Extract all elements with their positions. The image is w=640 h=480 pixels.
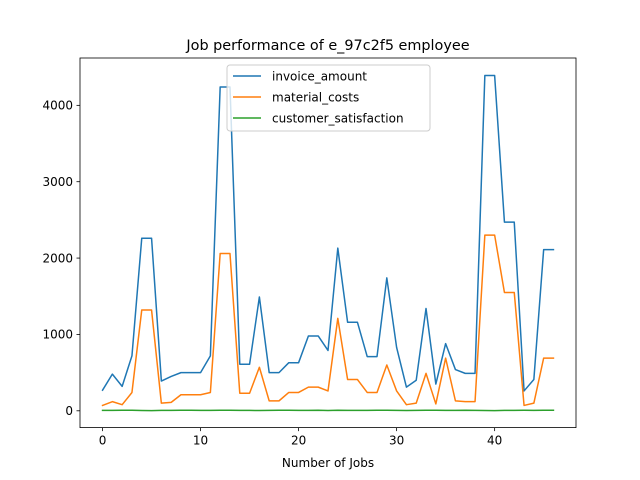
x-axis-label: Number of Jobs	[282, 456, 374, 470]
legend-label-customer-satisfaction: customer_satisfaction	[272, 111, 404, 125]
x-tick-label: 10	[193, 434, 208, 448]
y-tick-label: 1000	[42, 328, 73, 342]
x-tick-label: 0	[99, 434, 107, 448]
x-tick-label: 20	[291, 434, 306, 448]
x-axis: 0 10 20 30 40	[99, 427, 502, 448]
series-line-material-costs	[101, 234, 555, 407]
x-tick-label: 40	[487, 434, 502, 448]
x-tick-label: 30	[389, 434, 404, 448]
series-line-invoice-amount	[101, 74, 555, 392]
axes-frame	[79, 57, 577, 429]
legend-label-material-costs: material_costs	[272, 90, 359, 104]
y-tick-label: 0	[65, 404, 73, 418]
legend-label-invoice-amount: invoice_amount	[272, 69, 367, 83]
y-tick-label: 2000	[42, 251, 73, 265]
chart-title: Job performance of e_97c2f5 employee	[185, 38, 469, 54]
y-tick-label: 4000	[42, 99, 73, 113]
legend-box	[226, 64, 431, 132]
legend: invoice_amount material_costs customer_sat…	[226, 64, 431, 132]
y-axis: 0 1000 2000 3000 4000	[42, 99, 80, 418]
series-group	[101, 74, 555, 412]
y-tick-label: 3000	[42, 175, 73, 189]
